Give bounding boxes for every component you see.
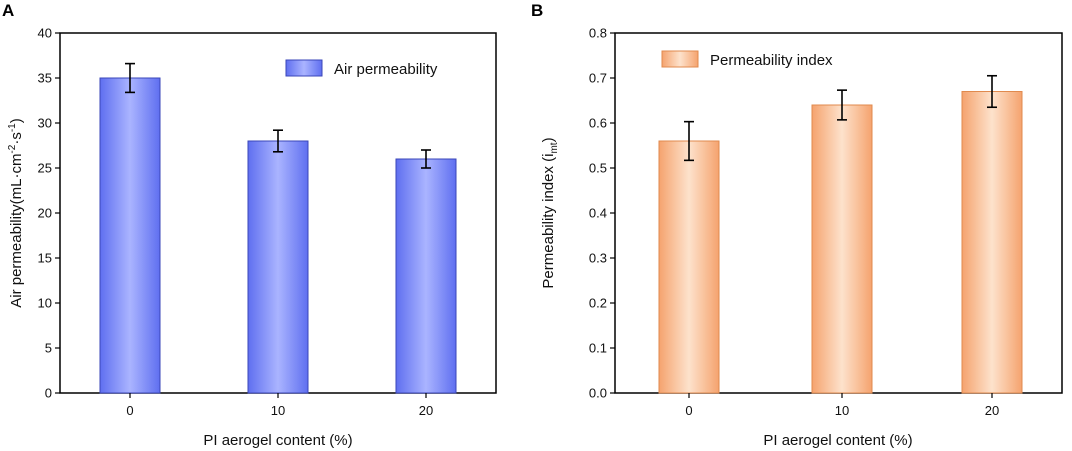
a-y-tick-label: 30: [38, 116, 52, 131]
a-y-tick-label: 20: [38, 206, 52, 221]
panel-b-y-title-end: ): [540, 137, 557, 142]
b-bar: [658, 140, 720, 394]
panel-b-label: B: [531, 1, 543, 20]
panel-a-bars: [99, 62, 457, 394]
b-y-tick-label: 0.7: [589, 71, 607, 86]
panel-a-label: A: [2, 1, 14, 20]
a-bar: [395, 158, 457, 394]
a-y-tick-label: 35: [38, 71, 52, 86]
panel-b-y-ticks: 0.0 0.1 0.2 0.3 0.4 0.5 0.6 0.7 0.8: [589, 26, 615, 401]
b-y-tick-label: 0.4: [589, 206, 607, 221]
a-bar: [99, 77, 161, 394]
a-y-tick-label: 0: [45, 386, 52, 401]
panel-a-x-ticks: 0 10 20: [126, 393, 433, 418]
panel-b-legend-swatch: [661, 50, 699, 68]
panel-a: A 0 5 10 15 20 25 30 35 40 0 10 20 PI aerogel cont…: [2, 1, 497, 449]
b-x-tick-label: 10: [835, 403, 849, 418]
a-y-tick-label: 25: [38, 161, 52, 176]
b-y-tick-label: 0.0: [589, 386, 607, 401]
panel-b-y-title-main: Permeability index (i: [540, 154, 557, 289]
panel-b-y-title-sub: mt: [549, 142, 560, 153]
panel-a-y-title-sup1: -2: [7, 144, 18, 153]
b-y-tick-label: 0.5: [589, 161, 607, 176]
b-x-tick-label: 0: [685, 403, 692, 418]
panel-a-legend: Air permeability: [285, 59, 438, 78]
b-y-tick-label: 0.3: [589, 251, 607, 266]
b-y-tick-label: 0.2: [589, 296, 607, 311]
panel-b-x-axis-title: PI aerogel content (%): [763, 432, 912, 449]
a-x-tick-label: 10: [271, 403, 285, 418]
b-y-tick-label: 0.1: [589, 341, 607, 356]
a-x-tick-label: 0: [126, 403, 133, 418]
panel-b-y-axis-title: Permeability index (imt): [540, 137, 560, 288]
panel-a-x-axis-title: PI aerogel content (%): [203, 432, 352, 449]
panel-a-y-ticks: 0 5 10 15 20 25 30 35 40: [38, 26, 60, 401]
b-bar: [811, 104, 873, 394]
b-y-tick-label: 0.8: [589, 26, 607, 41]
panel-b-legend-label: Permeability index: [710, 52, 833, 69]
a-y-tick-label: 15: [38, 251, 52, 266]
panel-a-y-title-sup2: -1: [7, 123, 18, 132]
panel-a-y-axis-title: Air permeability(mL·cm-2·s-1): [7, 118, 25, 308]
panel-a-y-title-end: ): [8, 118, 25, 123]
a-y-tick-label: 5: [45, 341, 52, 356]
panel-b: B 0.0 0.1 0.2 0.3 0.4 0.5 0.6 0.7 0.8 0 10 20 PI a…: [531, 1, 1063, 449]
a-x-tick-label: 20: [419, 403, 433, 418]
panel-a-y-title-main: Air permeability(mL·cm: [8, 154, 25, 308]
panel-a-y-title-mid: ·s: [8, 132, 25, 145]
panel-b-legend: Permeability index: [661, 50, 833, 69]
b-x-tick-label: 20: [985, 403, 999, 418]
b-bar: [961, 91, 1023, 394]
panel-a-legend-label: Air permeability: [334, 61, 438, 78]
a-y-tick-label: 40: [38, 26, 52, 41]
panel-b-bars: [658, 74, 1023, 394]
panel-a-legend-swatch: [285, 59, 323, 77]
a-y-tick-label: 10: [38, 296, 52, 311]
b-y-tick-label: 0.6: [589, 116, 607, 131]
a-bar: [247, 140, 309, 394]
panel-b-x-ticks: 0 10 20: [685, 393, 999, 418]
